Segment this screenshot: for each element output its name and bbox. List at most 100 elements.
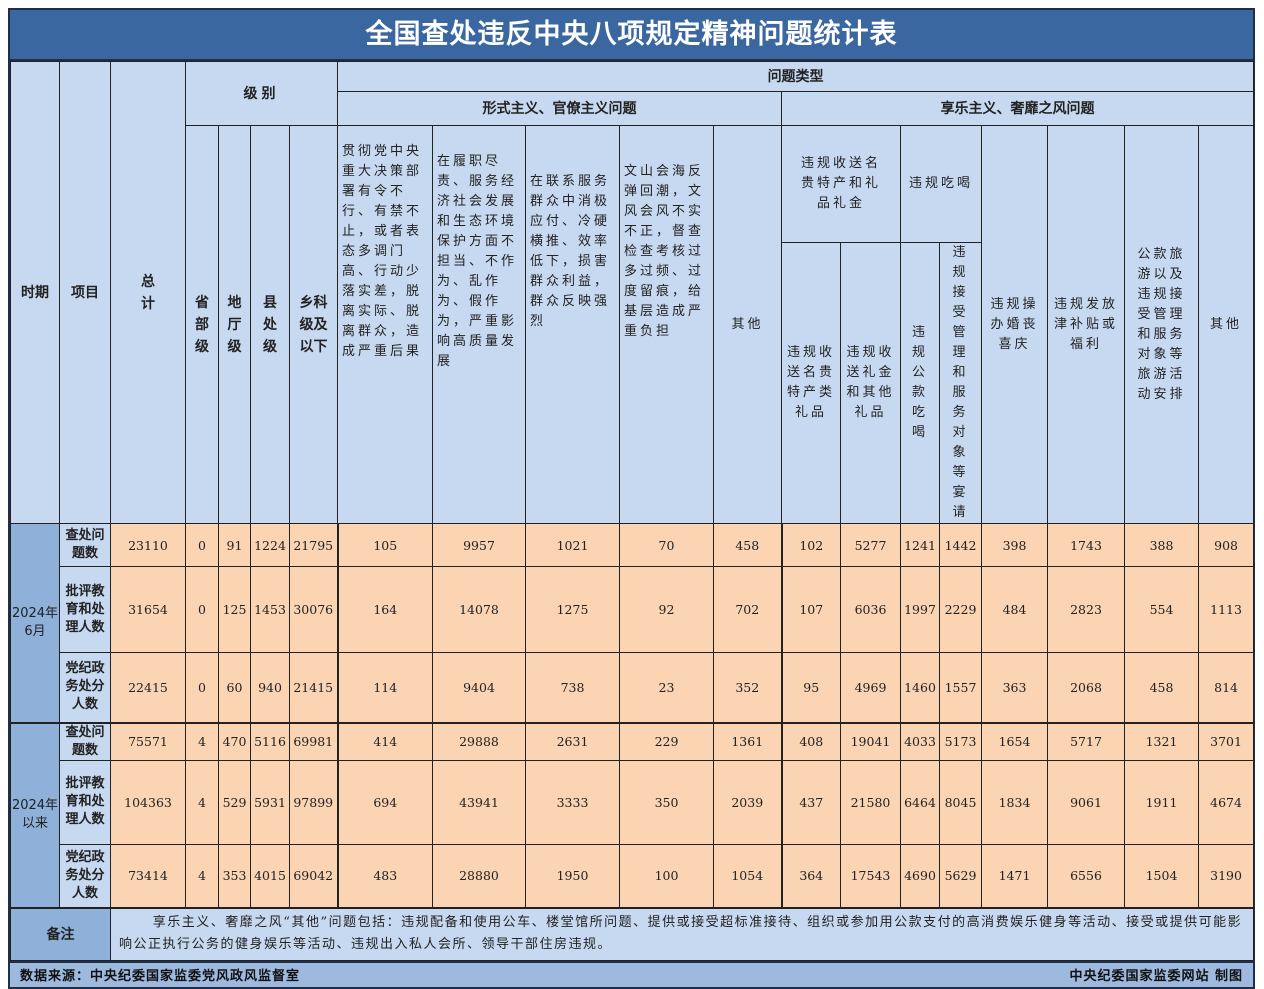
table-cell: 9404 [432, 652, 526, 723]
table-cell: 0 [185, 523, 219, 567]
table-cell: 100 [619, 843, 714, 909]
table-cell: 1743 [1047, 523, 1125, 567]
table-cell: 437 [781, 759, 841, 845]
table-cell: 19041 [840, 722, 901, 761]
statistics-table-graphic: 全国查处违反中央八项规定精神问题统计表 时期 项目 总计 级别 问题类型 形式主… [8, 8, 1255, 989]
table-cell: 3701 [1197, 722, 1255, 761]
table-cell: 1453 [250, 566, 290, 653]
table-cell: 9957 [432, 523, 526, 567]
table-cell: 1054 [713, 843, 783, 909]
table-cell: 1834 [981, 759, 1048, 845]
header-gifts-money: 违规收送礼金和其他礼品 [840, 242, 901, 524]
table-cell: 73414 [110, 843, 186, 909]
table-cell: 229 [619, 722, 714, 761]
header-level-province: 省部级 [185, 125, 219, 524]
table-cell: 30076 [289, 566, 339, 653]
header-hedonism-col-travel: 公款旅游以及违规接受管理和服务对象等旅游活动安排 [1124, 125, 1199, 524]
table-cell: 6556 [1047, 843, 1125, 909]
table-cell: 5629 [939, 843, 982, 909]
table-cell: 22415 [110, 652, 186, 723]
table-cell: 353 [218, 843, 251, 909]
header-formalism-col-4: 文山会海反弹回潮，文风会风不实不正，督查检查考核过多过频、过度留痕，给基层造成严… [619, 125, 714, 524]
row-item-label: 批评教育和处理人数 [59, 566, 111, 653]
table-cell: 4 [185, 722, 219, 761]
table-cell: 1460 [900, 652, 940, 723]
data-source: 数据来源：中央纪委国家监委党风政风监督室 [20, 969, 301, 984]
table-cell: 6464 [900, 759, 940, 845]
table-cell: 1321 [1124, 722, 1199, 761]
row-item-label: 查处问题数 [59, 523, 111, 567]
table-cell: 28880 [432, 843, 526, 909]
table-cell: 3333 [525, 759, 620, 845]
header-hedonism-other: 其他 [1197, 125, 1255, 524]
header-formalism-col-3: 在联系服务群众中消极应付、冷硬横推、效率低下，损害群众利益，群众反映强烈 [525, 125, 620, 524]
table-cell: 5931 [250, 759, 290, 845]
table-cell: 91 [218, 523, 251, 567]
table-cell: 107 [781, 566, 841, 653]
note-label: 备注 [10, 907, 111, 961]
table-cell: 1997 [900, 566, 940, 653]
table-cell: 5173 [939, 722, 982, 761]
row-item-label: 党纪政务处分人数 [59, 652, 111, 723]
table-cell: 60 [218, 652, 251, 723]
table-cell: 164 [337, 566, 433, 653]
header-dining-banquets: 违规接受管理和服务对象等宴请 [939, 242, 982, 524]
table-row: 批评教育和处理人数 104363 4 529 5931 97899 694 43941 3333… [11, 759, 1255, 845]
table-cell: 908 [1197, 523, 1255, 567]
header-hedonism-col-allowances: 违规发放津补贴或福利 [1047, 125, 1125, 524]
table-cell: 1442 [939, 523, 982, 567]
table-cell: 363 [981, 652, 1048, 723]
period-label: 2024年6月 [10, 523, 60, 723]
header-dining-public-funds: 违规公款吃喝 [900, 242, 940, 524]
table-cell: 483 [337, 843, 433, 909]
table-cell: 470 [218, 722, 251, 761]
header-hedonism: 享乐主义、奢靡之风问题 [780, 91, 1255, 126]
table-cell: 1361 [713, 722, 783, 761]
table-row: 批评教育和处理人数 31654 0 125 1453 30076 164 14078 1275 9… [11, 566, 1255, 653]
table-cell: 2039 [713, 759, 783, 845]
header-dining-group: 违规吃喝 [900, 125, 982, 243]
table-cell: 92 [619, 566, 714, 653]
header-item: 项目 [59, 61, 111, 524]
table-title: 全国查处违反中央八项规定精神问题统计表 [10, 10, 1253, 61]
table-cell: 694 [337, 759, 433, 845]
table-cell: 4674 [1197, 759, 1255, 845]
table-cell: 4 [185, 843, 219, 909]
table-cell: 4690 [900, 843, 940, 909]
table-cell: 70 [619, 523, 714, 567]
table-cell: 414 [337, 722, 433, 761]
table-cell: 31654 [110, 566, 186, 653]
table-cell: 5277 [840, 523, 901, 567]
table-cell: 388 [1124, 523, 1199, 567]
table-cell: 69042 [289, 843, 339, 909]
table-cell: 114 [337, 652, 433, 723]
table-cell: 814 [1197, 652, 1255, 723]
table-cell: 1504 [1124, 843, 1199, 909]
table-cell: 0 [185, 652, 219, 723]
table-cell: 529 [218, 759, 251, 845]
header-period: 时期 [10, 61, 60, 524]
table-cell: 484 [981, 566, 1048, 653]
table-cell: 23 [619, 652, 714, 723]
table-body: 2024年6月 查处问题数 23110 0 91 1224 21795 105 9957 1021… [10, 523, 1255, 909]
table-cell: 4 [185, 759, 219, 845]
header-formalism-col-2: 在履职尽责、服务经济社会发展和生态环境保护方面不担当、不作为、乱作为、假作为，严… [432, 125, 526, 524]
table-row: 2024年以来 查处问题数 75571 4 470 5116 69981 414 29888 26… [10, 722, 1255, 909]
table-cell: 408 [781, 722, 841, 761]
statistics-table: 时期 项目 总计 级别 问题类型 形式主义、官僚主义问题 享乐主义、奢靡之风问题… [10, 61, 1255, 961]
table-cell: 5717 [1047, 722, 1125, 761]
table-cell: 1275 [525, 566, 620, 653]
table-cell: 105 [337, 523, 433, 567]
header-formalism: 形式主义、官僚主义问题 [337, 91, 782, 126]
table-cell: 2631 [525, 722, 620, 761]
table-cell: 75571 [110, 722, 186, 761]
table-cell: 125 [218, 566, 251, 653]
table-cell: 21580 [840, 759, 901, 845]
row-item-label: 党纪政务处分人数 [59, 843, 111, 909]
table-cell: 43941 [432, 759, 526, 845]
table-cell: 8045 [939, 759, 982, 845]
table-cell: 350 [619, 759, 714, 845]
table-row: 党纪政务处分人数 73414 4 353 4015 69042 483 28880 1950 10… [10, 843, 1255, 909]
table-cell: 14078 [432, 566, 526, 653]
table-cell: 4033 [900, 722, 940, 761]
